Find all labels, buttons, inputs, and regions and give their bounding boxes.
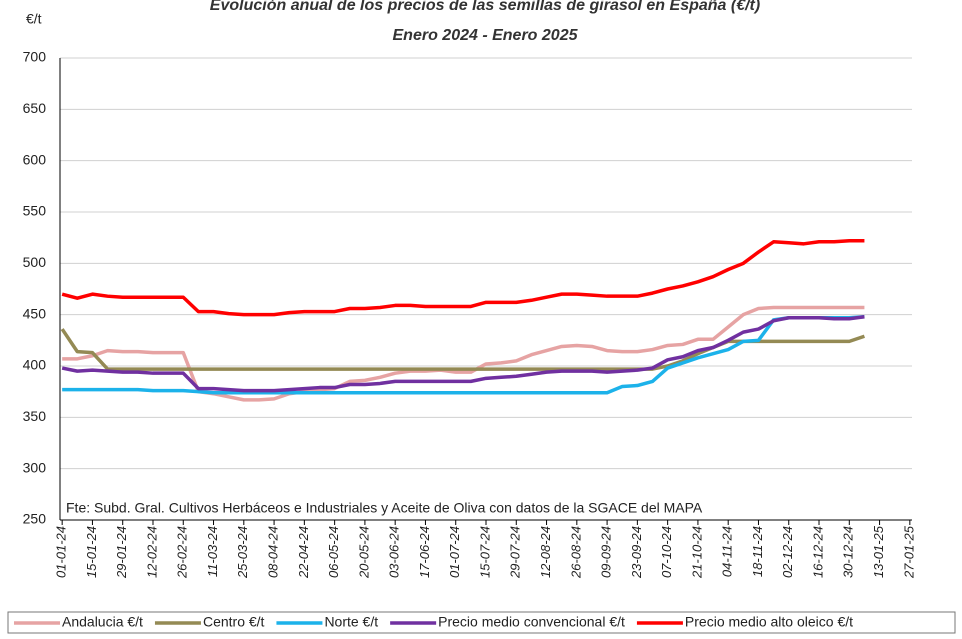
chart-title: Evolución anual de los precios de las se… [210,0,760,14]
x-tick-label: 15-07-24 [477,526,492,578]
x-tick-label: 23-09-24 [629,526,644,579]
x-tick-label: 29-01-24 [114,526,129,579]
x-tick-label: 01-07-24 [447,526,462,578]
x-tick-label: 01-01-24 [54,526,69,578]
x-tick-label: 02-12-24 [780,526,795,578]
x-tick-label: 25-03-24 [235,526,250,579]
y-tick-label: 400 [23,357,47,373]
x-tick-label: 16-12-24 [810,526,825,578]
y-tick-label: 250 [23,511,47,527]
y-tick-label: 500 [23,254,47,270]
legend-label: Precio medio alto oleico €/t [685,614,853,630]
x-tick-label: 26-02-24 [175,526,190,579]
x-tick-label: 27-01-25 [901,525,916,579]
series-line [61,238,865,317]
x-tick-label: 11-03-24 [205,526,220,577]
legend-box [7,611,956,634]
x-tick-label: 18-11-24 [750,526,765,577]
x-tick-label: 20-05-24 [356,526,371,579]
legend-label: Andalucia €/t [62,614,143,630]
chart-subtitle: Enero 2024 - Enero 2025 [393,27,579,44]
x-tick-label: 07-10-24 [659,526,674,578]
annotation: Fte: Subd. Gral. Cultivos Herbáceos e In… [66,500,703,516]
x-tick-label: 09-09-24 [599,526,614,578]
x-tick-label: 15-01-24 [84,526,99,578]
legend-label: Precio medio convencional €/t [438,614,625,630]
series-line [60,328,865,371]
x-tick-label: 26-08-24 [568,526,583,579]
y-tick-label: 350 [23,408,47,424]
legend-label: Norte €/t [324,614,378,630]
x-tick-label: 17-06-24 [417,526,432,578]
x-tick-label: 06-05-24 [326,526,341,578]
series-line [62,305,865,402]
x-tick-label: 30-12-24 [841,526,856,578]
y-tick-label: 700 [23,49,47,65]
x-tick-label: 04-11-24 [720,526,735,577]
x-tick-label: 03-06-24 [387,526,402,578]
x-tick-label: 22-04-24 [296,526,311,579]
y-tick-label: 600 [23,151,47,167]
annotation-bg [62,499,707,518]
y-axis-label: €/t [26,11,42,27]
x-tick-label: 13-01-25 [871,525,886,578]
y-tick-label: 650 [23,100,47,116]
x-tick-label: 08-04-24 [266,526,281,578]
series-line [61,314,865,393]
y-tick-label: 300 [23,459,47,475]
series-line [62,314,865,395]
x-tick-label: 29-07-24 [508,526,523,579]
x-tick-label: 12-02-24 [144,526,159,578]
x-tick-label: 21-10-24 [689,526,704,579]
y-tick-label: 450 [23,305,47,321]
y-tick-label: 550 [23,203,47,219]
x-tick-label: 12-08-24 [538,526,553,578]
legend-label: Centro €/t [203,614,265,630]
